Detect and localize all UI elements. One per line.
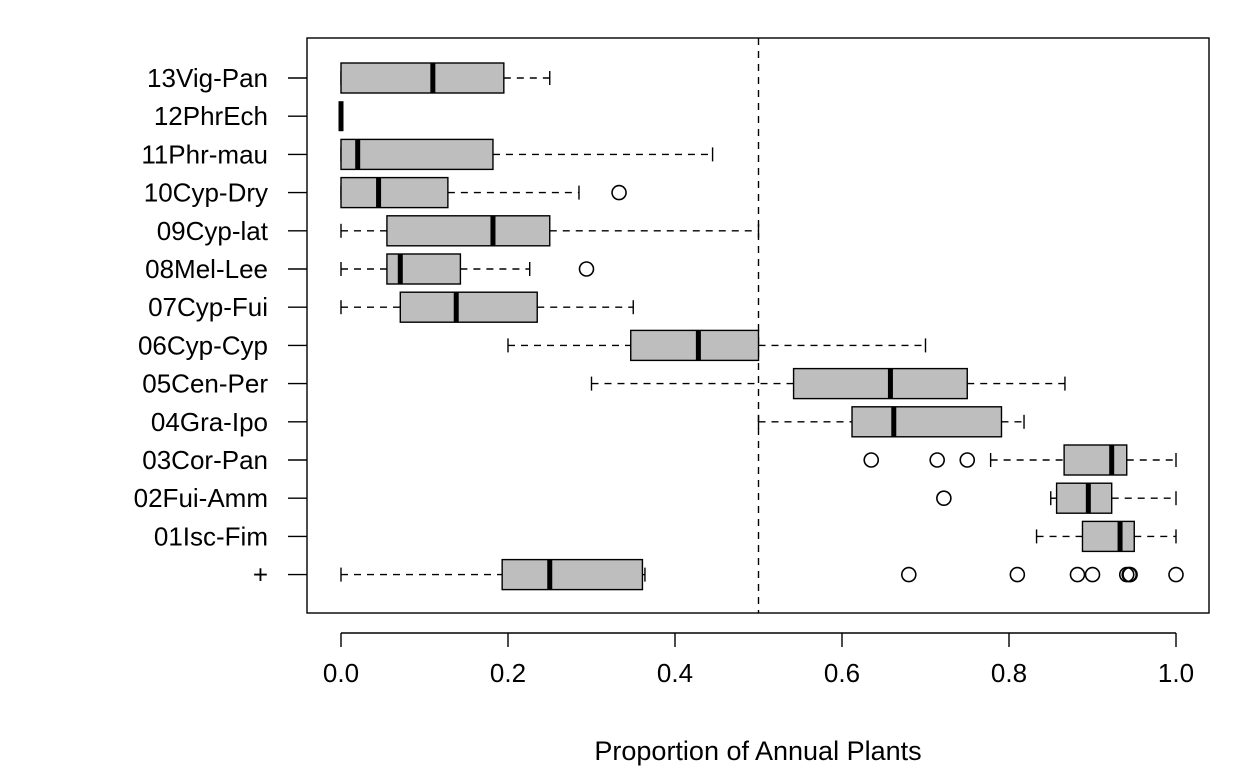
box-13-outlier-7 bbox=[1168, 566, 1184, 583]
box-0-iqr-box bbox=[340, 62, 505, 94]
box-12-iqr-box bbox=[1081, 520, 1135, 553]
box-9-iqr-box bbox=[851, 406, 1003, 438]
box-13-outlier-6 bbox=[1122, 566, 1138, 583]
box-7-iqr-box bbox=[630, 329, 760, 362]
x-axis-label: Proportion of Annual Plants bbox=[594, 736, 921, 766]
box-8-iqr-box bbox=[792, 367, 968, 400]
box-row-6 bbox=[340, 291, 634, 323]
box-10-iqr-box bbox=[1063, 444, 1128, 476]
box-row-4 bbox=[340, 215, 760, 247]
x-tick-label-3: 0.6 bbox=[824, 658, 860, 688]
y-tick-label-13: + bbox=[253, 560, 268, 590]
x-axis: 0.0 0.2 0.4 0.6 0.8 1.0 bbox=[323, 632, 1194, 688]
box-row-12 bbox=[1035, 520, 1177, 553]
box-row-11 bbox=[936, 482, 1177, 514]
y-tick-label-7: 06Cyp-Cyp bbox=[138, 330, 268, 360]
box-4-iqr-box bbox=[386, 215, 551, 247]
x-tick-label-0: 0.0 bbox=[323, 658, 359, 688]
box-5-outlier-0 bbox=[578, 261, 595, 277]
y-tick-label-8: 05Cen-Per bbox=[142, 369, 268, 399]
box-13-outlier-3 bbox=[1084, 566, 1101, 583]
x-tick-label-2: 0.4 bbox=[657, 658, 693, 688]
x-tick-label-1: 0.2 bbox=[490, 658, 526, 688]
x-tick-label-5: 1.0 bbox=[1158, 658, 1194, 688]
box-row-9 bbox=[757, 406, 1025, 438]
box-13-outlier-0 bbox=[900, 566, 917, 583]
y-tick-label-2: 11Phr-mau bbox=[141, 139, 268, 169]
box-row-7 bbox=[507, 329, 927, 362]
box-10-outlier-0 bbox=[863, 452, 880, 468]
box-2-iqr-box bbox=[340, 138, 494, 171]
box-layer bbox=[338, 62, 1184, 591]
y-tick-label-9: 04Gra-Ipo bbox=[151, 407, 268, 437]
box-3-iqr-box bbox=[340, 176, 449, 209]
box-row-2 bbox=[340, 138, 714, 171]
box-row-8 bbox=[590, 367, 1066, 400]
y-tick-label-6: 07Cyp-Fui bbox=[148, 292, 268, 322]
y-axis: 13Vig-Pan 12PhrEch 11Phr-mau 10Cyp-Dry 09Cyp… bbox=[134, 63, 307, 590]
y-tick-label-5: 08Mel-Lee bbox=[145, 254, 268, 284]
y-tick-label-4: 09Cyp-lat bbox=[157, 216, 269, 246]
box-10-outlier-2 bbox=[959, 452, 976, 468]
box-6-iqr-box bbox=[399, 291, 538, 323]
box-row-3 bbox=[340, 176, 627, 209]
y-tick-label-3: 10Cyp-Dry bbox=[144, 178, 268, 208]
box-11-outlier-0 bbox=[936, 490, 952, 507]
y-tick-label-10: 03Cor-Pan bbox=[142, 445, 268, 475]
y-tick-label-12: 01Isc-Fim bbox=[154, 521, 268, 551]
x-tick-label-4: 0.8 bbox=[991, 658, 1027, 688]
box-13-iqr-box bbox=[501, 558, 644, 591]
y-tick-label-11: 02Fui-Amm bbox=[134, 483, 268, 513]
box-row-5 bbox=[340, 253, 595, 285]
box-3-outlier-0 bbox=[611, 184, 627, 201]
y-tick-label-0: 13Vig-Pan bbox=[147, 63, 268, 93]
box-13-outlier-1 bbox=[1009, 566, 1026, 583]
box-10-outlier-1 bbox=[929, 452, 945, 468]
y-tick-label-1: 12PhrEch bbox=[154, 101, 268, 131]
box-11-iqr-box bbox=[1055, 482, 1113, 514]
box-row-0 bbox=[340, 62, 551, 94]
box-13-outlier-2 bbox=[1069, 566, 1086, 583]
box-row-10 bbox=[863, 444, 1177, 476]
box-row-13 bbox=[340, 558, 1184, 591]
